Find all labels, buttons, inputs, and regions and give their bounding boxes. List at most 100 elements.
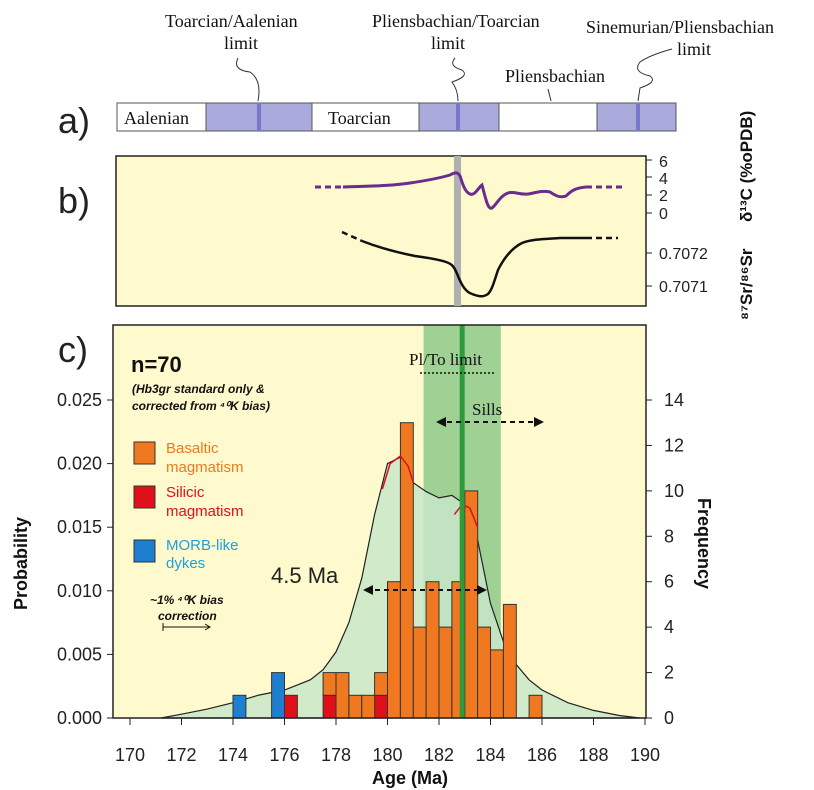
y-left-tick-label-3: 0.015: [57, 517, 102, 537]
limit-leader-2: [451, 57, 465, 102]
legend-basaltic-line2: magmatism: [166, 459, 244, 476]
panel-b-letter: b): [58, 180, 90, 221]
sills-label: Sills: [472, 400, 502, 419]
legend-morb-line1: MORB-like: [166, 537, 239, 554]
note-line1: (Hb3gr standard only &: [132, 382, 265, 396]
y-right-tick-label-14: 14: [664, 390, 684, 410]
limit-line-toarcian: [456, 103, 460, 131]
stage-toarcian: Toarcian: [328, 108, 391, 128]
bars-layer: [232, 422, 543, 719]
bar-basaltic-magmatism-5: [387, 581, 401, 719]
duration-label: 4.5 Ma: [271, 563, 339, 588]
sr-dashed-left: [341, 230, 363, 243]
d13c-tick-4: 4: [659, 171, 668, 188]
red-curve-layer: [381, 454, 479, 528]
sr-axis-label: ⁸⁷Sr/⁸⁶Sr: [737, 248, 756, 320]
bar-basaltic-magmatism-1: [335, 672, 350, 719]
x-axis-label: Age (Ma): [372, 768, 448, 788]
d13c-curve: [342, 171, 587, 210]
stage-aalenian: Aalenian: [124, 108, 189, 128]
limit-label-3-line2: limit: [677, 39, 711, 59]
panel-b-right-axis: 6 4 2 0 0.7072 0.7071 δ¹³C (%oPDB) ⁸⁷Sr/…: [646, 111, 756, 320]
y-left-tick-label-2: 0.010: [57, 581, 102, 601]
limit-label-3-line1: Sinemurian/Pliensbachian: [586, 17, 774, 37]
x-tick-label-182: 182: [424, 745, 454, 765]
limit-label-2-line2: limit: [431, 33, 465, 53]
x-tick-label-178: 178: [321, 745, 351, 765]
y-right-tick-label-8: 8: [664, 526, 674, 546]
y-right-tick-label-0: 0: [664, 708, 674, 728]
bar-basaltic-magmatism-2: [348, 694, 363, 719]
panel-b-limit-bar: [454, 156, 461, 306]
y-right-tick-label-4: 4: [664, 617, 674, 637]
sr-curve: [361, 236, 586, 298]
x-tick-label-176: 176: [269, 745, 299, 765]
stage-pliensbachian: Pliensbachian: [505, 66, 605, 86]
y-left-tick-label-0: 0.000: [57, 708, 102, 728]
panel-c-letter: c): [58, 329, 88, 370]
legend-basaltic-line1: Basaltic: [166, 440, 219, 457]
x-tick-label-170: 170: [115, 745, 145, 765]
legend-swatch-morb: [133, 539, 156, 563]
legend-swatch-silicic: [133, 485, 156, 509]
limit-label-1-line1: Toarcian/Aalenian: [165, 11, 298, 31]
x-tick-label-188: 188: [578, 745, 608, 765]
note-line2: corrected from ⁴⁰K bias): [132, 399, 270, 413]
y-axis-label-left: Probability: [11, 517, 31, 610]
d13c-axis-label: δ¹³C (%oPDB): [737, 111, 756, 222]
x-tick-label-184: 184: [475, 745, 505, 765]
panel-b-frame: [115, 155, 647, 307]
bar-silicic-magmatism-2: [374, 694, 389, 719]
x-tick-label-174: 174: [218, 745, 248, 765]
y-right-tick-label-2: 2: [664, 663, 674, 683]
bar-basaltic-magmatism-9: [438, 626, 453, 719]
pl-to-label: Pl/To limit: [409, 350, 482, 369]
x-tick-label-180: 180: [372, 745, 402, 765]
y-left-tick-label-1: 0.005: [57, 644, 102, 664]
bar-silicic-magmatism-1: [322, 694, 337, 719]
bar-morb-like-dykes-1: [271, 672, 286, 719]
bias-line1: ~1% ⁴⁰K bias: [150, 593, 224, 607]
y-left-tick-label-5: 0.025: [57, 390, 102, 410]
panel-a-letter: a): [58, 100, 90, 141]
y-right-tick-label-6: 6: [664, 572, 674, 592]
x-tick-label-190: 190: [630, 745, 660, 765]
bar-basaltic-magmatism-12: [477, 626, 492, 719]
bias-arrow: [162, 623, 211, 631]
bar-basaltic-magmatism-15: [528, 694, 543, 719]
legend-silicic-line1: Silicic: [166, 484, 205, 501]
timescale-bar: [116, 102, 677, 132]
legend-morb-line2: dykes: [166, 555, 205, 572]
bar-basaltic-magmatism-8: [425, 581, 440, 719]
bar-basaltic-magmatism-11: [464, 490, 479, 719]
legend-silicic-line2: magmatism: [166, 503, 244, 520]
n-label: n=70: [131, 352, 182, 377]
bar-basaltic-magmatism-14: [502, 603, 517, 719]
legend-swatch-basaltic: [133, 441, 156, 465]
y-left-tick-label-4: 0.020: [57, 454, 102, 474]
plot-frame: [112, 324, 647, 719]
duration-arrow-head-right: [477, 585, 487, 595]
limit-leader-1: [236, 57, 260, 102]
limit-line-aalenian: [257, 103, 261, 131]
bar-morb-like-dykes-0: [232, 694, 247, 719]
bar-basaltic-magmatism-4: [374, 672, 389, 696]
x-tick-label-186: 186: [527, 745, 557, 765]
duration-arrow-head-left: [363, 585, 373, 595]
red-curve-peak-1: [381, 454, 415, 490]
d13c-tick-0: 0: [659, 206, 668, 223]
sills-arrow-head-left: [436, 417, 446, 427]
panel-a: a) Aalenian Toarcian Pliensbachian Toarc…: [58, 11, 774, 141]
y-right-tick-label-12: 12: [664, 435, 684, 455]
stage-pliensbachian-leader: [547, 88, 552, 102]
sills-arrow-head-right: [534, 417, 544, 427]
d13c-tick-6: 6: [659, 154, 668, 171]
y-axis-label-right: Frequency: [694, 498, 714, 589]
limit-label-1-line2: limit: [224, 33, 258, 53]
limit-label-2-line1: Pliensbachian/Toarcian: [372, 11, 540, 31]
panel-c: c) 170 172 174 176 178 180 182 184 186 188 190 0.00…: [11, 324, 714, 788]
axes-layer: 170 172 174 176 178 180 182 184 186 188 190 0.000 0.…: [57, 390, 684, 765]
bar-basaltic-magmatism-0: [322, 672, 337, 696]
bar-basaltic-magmatism-3: [361, 694, 376, 719]
d13c-tick-2: 2: [659, 188, 668, 205]
